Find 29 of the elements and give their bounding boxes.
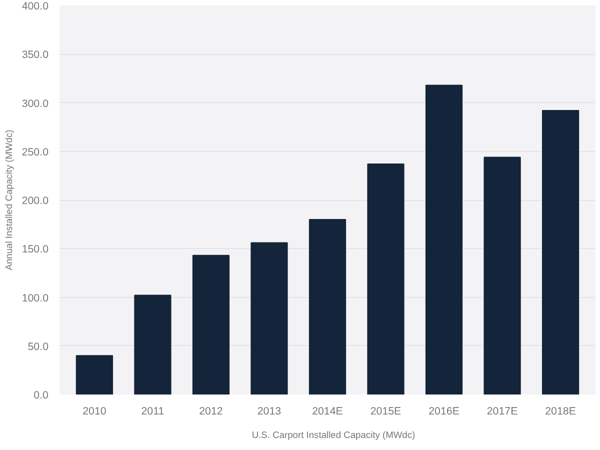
- y-tick-label: 50.0: [28, 340, 49, 353]
- x-tick-label: 2016E: [428, 406, 460, 418]
- y-axis-title: Annual Installed Capacity (MWdc): [4, 130, 14, 270]
- y-tick-label: 300.0: [22, 98, 49, 110]
- bar: [250, 242, 288, 394]
- x-tick-label: 2011: [141, 406, 164, 418]
- y-tick-label: 200.0: [22, 195, 49, 207]
- y-tick-label: 100.0: [22, 292, 49, 304]
- x-tick-label: 2013: [257, 406, 282, 418]
- bar: [76, 355, 114, 394]
- bar: [484, 156, 521, 394]
- x-tick-label: 2010: [82, 406, 106, 418]
- bar: [367, 164, 404, 394]
- y-tick-label: 0.0: [34, 390, 49, 402]
- x-tick-label: 2015E: [370, 406, 402, 418]
- text: U.S. Carport Installed Capacity (MWdc): [252, 430, 416, 440]
- x-tick-label: 2012: [199, 406, 223, 418]
- y-tick-label: 400.0: [22, 0, 49, 12]
- bar: [425, 84, 463, 394]
- bar: [134, 294, 172, 394]
- bar: [308, 218, 346, 394]
- x-tick-label: 2017E: [486, 406, 518, 418]
- y-tick-label: 150.0: [22, 244, 49, 256]
- bar: [192, 254, 230, 394]
- x-tick-label: 2014E: [312, 406, 343, 418]
- y-tick-label: 350.0: [22, 49, 49, 62]
- y-tick-label: 250.0: [22, 146, 49, 158]
- bar: [542, 110, 580, 394]
- x-tick-label: 2018E: [545, 406, 576, 418]
